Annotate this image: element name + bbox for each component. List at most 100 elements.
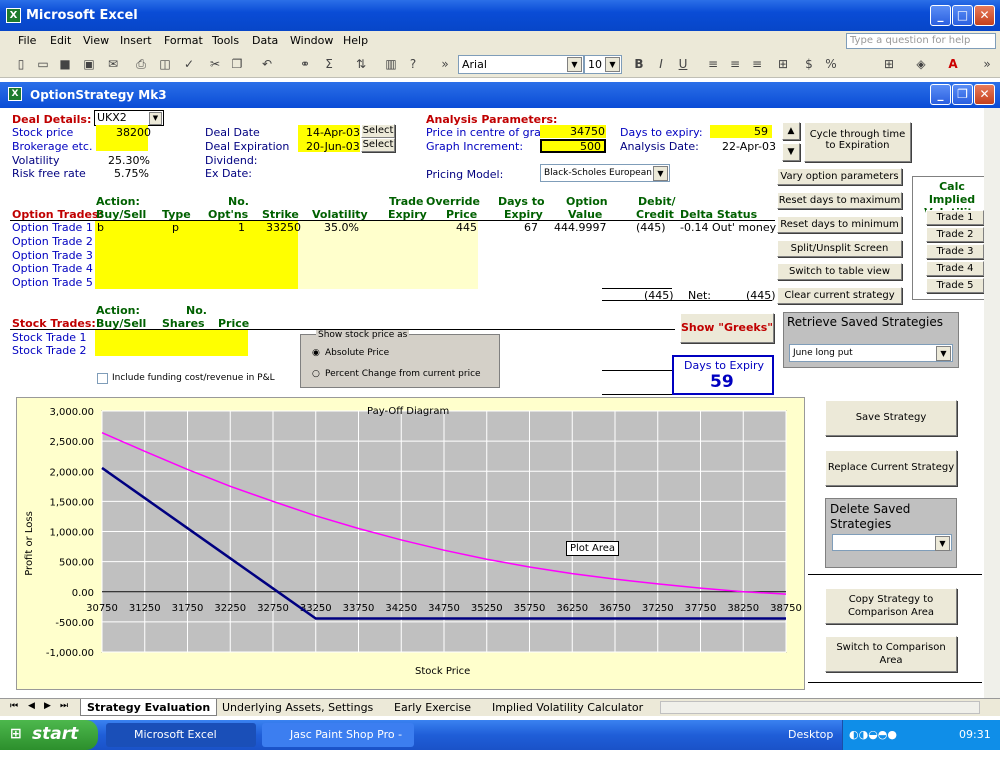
trade-vol-area[interactable] [298,221,478,289]
cycle-button[interactable]: Cycle through time to Expiration [804,122,911,162]
menu-data[interactable]: Data [252,34,279,47]
tab-nav-next-icon[interactable]: ▶ [44,701,51,711]
retrieve-select[interactable]: June long put ▼ [789,344,953,362]
align-left-icon[interactable]: ≡ [707,57,719,71]
deal-date-select-button[interactable]: Select [361,124,395,138]
help-icon[interactable]: ? [409,57,417,71]
increment-cell[interactable] [540,139,606,153]
borders-icon[interactable]: ⊞ [883,57,895,71]
percent-icon[interactable]: % [825,57,837,71]
calc-iv-trade-5[interactable]: Trade 5 [926,278,984,293]
pricing-model-select[interactable]: Black-Scholes European ▼ [540,164,670,182]
bold-icon[interactable]: B [634,57,644,71]
tab-underlying[interactable]: Underlying Assets, Settings [222,701,374,714]
italic-icon[interactable]: I [659,57,663,71]
switch-table-button[interactable]: Switch to table view [777,263,902,280]
reset-min-button[interactable]: Reset days to minimum [777,216,902,233]
switch-comparison-button[interactable]: Switch to Comparison Area [825,636,957,672]
calc-iv-trade-2[interactable]: Trade 2 [926,227,984,242]
menu-tools[interactable]: Tools [212,34,240,47]
copy-icon[interactable]: ❐ [231,57,243,71]
tab-implied-vol[interactable]: Implied Volatility Calculator [492,701,644,714]
desktop-toolbar[interactable]: Desktop [788,728,834,741]
vary-button[interactable]: Vary option parameters [777,168,902,185]
save-strategy-button[interactable]: Save Strategy [825,400,957,436]
task-excel[interactable]: Microsoft Excel [106,723,256,747]
menu-format[interactable]: Format [164,34,203,47]
align-center-icon[interactable]: ≡ [729,57,741,71]
centre-cell[interactable] [540,125,606,138]
replace-strategy-button[interactable]: Replace Current Strategy [825,450,957,486]
spelling-icon[interactable]: ✓ [183,57,195,71]
delete-select[interactable]: ▼ [832,534,952,551]
deal-exp-select-button[interactable]: Select [361,138,395,152]
preview-icon[interactable]: ◫ [159,57,171,71]
calc-iv-trade-1[interactable]: Trade 1 [926,210,984,225]
tab-strategy-evaluation[interactable]: Strategy Evaluation [80,699,218,716]
more-icon-2[interactable]: » [983,57,991,71]
copy-strategy-button[interactable]: Copy Strategy to Comparison Area [825,588,957,624]
tab-nav-prev-icon[interactable]: ◀ [28,701,35,711]
menu-window[interactable]: Window [290,34,334,47]
menu-edit[interactable]: Edit [50,34,72,47]
fill-color-icon[interactable]: ◈ [916,57,926,71]
start-button[interactable]: ⊞ start [0,720,98,750]
font-color-icon[interactable]: A [948,57,958,71]
tab-nav-first-icon[interactable]: ⏮ [10,701,19,711]
print-icon[interactable]: ⎙ [136,57,146,71]
new-icon[interactable]: ▯ [17,57,25,71]
funding-checkbox[interactable] [97,373,108,384]
reset-max-button[interactable]: Reset days to maximum [777,192,902,209]
down-arrow-button[interactable]: ▼ [782,143,800,161]
font-size-select[interactable]: 10 ▼ [584,55,622,74]
open-icon[interactable]: ▭ [37,57,49,71]
close-button[interactable]: ✕ [974,5,995,26]
more-icon[interactable]: » [441,57,449,71]
series-line-1 [101,466,786,620]
email-icon[interactable]: ✉ [107,57,119,71]
font-name-select[interactable]: Arial ▼ [458,55,584,74]
currency-icon[interactable]: $ [805,57,813,71]
underline-icon[interactable]: U [678,57,688,71]
wb-minimize-button[interactable]: _ [930,84,951,105]
tab-nav-last-icon[interactable]: ⏭ [60,701,69,711]
calc-iv-trade-4[interactable]: Trade 4 [926,261,984,276]
deal-code-select[interactable]: UKX2 ▼ [94,110,164,126]
menu-insert[interactable]: Insert [120,34,152,47]
merge-icon[interactable]: ⊞ [777,57,789,71]
deal-date-cells[interactable] [298,125,360,152]
tab-early-exercise[interactable]: Early Exercise [394,701,472,714]
save-icon[interactable]: ■ [59,57,71,71]
up-arrow-button[interactable]: ▲ [782,122,800,140]
help-question-input[interactable]: Type a question for help [846,33,996,49]
horizontal-scrollbar[interactable] [660,701,980,714]
sort-icon[interactable]: ⇅ [355,57,367,71]
permission-icon[interactable]: ▣ [83,57,95,71]
menu-help[interactable]: Help [343,34,369,47]
task-paintshop[interactable]: Jasc Paint Shop Pro - ... [262,723,414,765]
menu-view[interactable]: View [83,34,110,47]
undo-icon[interactable]: ↶ [261,57,273,71]
stock-price-cell[interactable] [96,125,148,151]
dte-cell[interactable] [710,125,772,138]
hyperlink-icon[interactable]: ⚭ [299,57,311,71]
show-greeks-button[interactable]: Show "Greeks" [680,313,774,343]
radio-percent[interactable]: ○ [312,369,320,379]
wb-restore-button[interactable]: ❐ [952,84,973,105]
minimize-button[interactable]: _ [930,5,951,26]
maximize-button[interactable]: □ [952,5,973,26]
menu-file[interactable]: File [18,34,37,47]
cut-icon[interactable]: ✂ [209,57,221,71]
trade-input-area[interactable] [95,221,298,289]
chart-icon[interactable]: ▥ [385,57,397,71]
split-button[interactable]: Split/Unsplit Screen [777,240,902,257]
clear-button[interactable]: Clear current strategy [777,287,902,304]
stock-trade-input[interactable] [95,330,248,356]
align-right-icon[interactable]: ≡ [751,57,763,71]
calc-iv-trade-3[interactable]: Trade 3 [926,244,984,259]
radio-absolute[interactable]: ◉ [312,348,320,358]
vertical-scrollbar[interactable] [984,108,1000,698]
tray-icons[interactable]: ◐◑◒◓● [849,728,897,741]
wb-close-button[interactable]: ✕ [974,84,995,105]
autosum-icon[interactable]: Σ [325,57,333,71]
